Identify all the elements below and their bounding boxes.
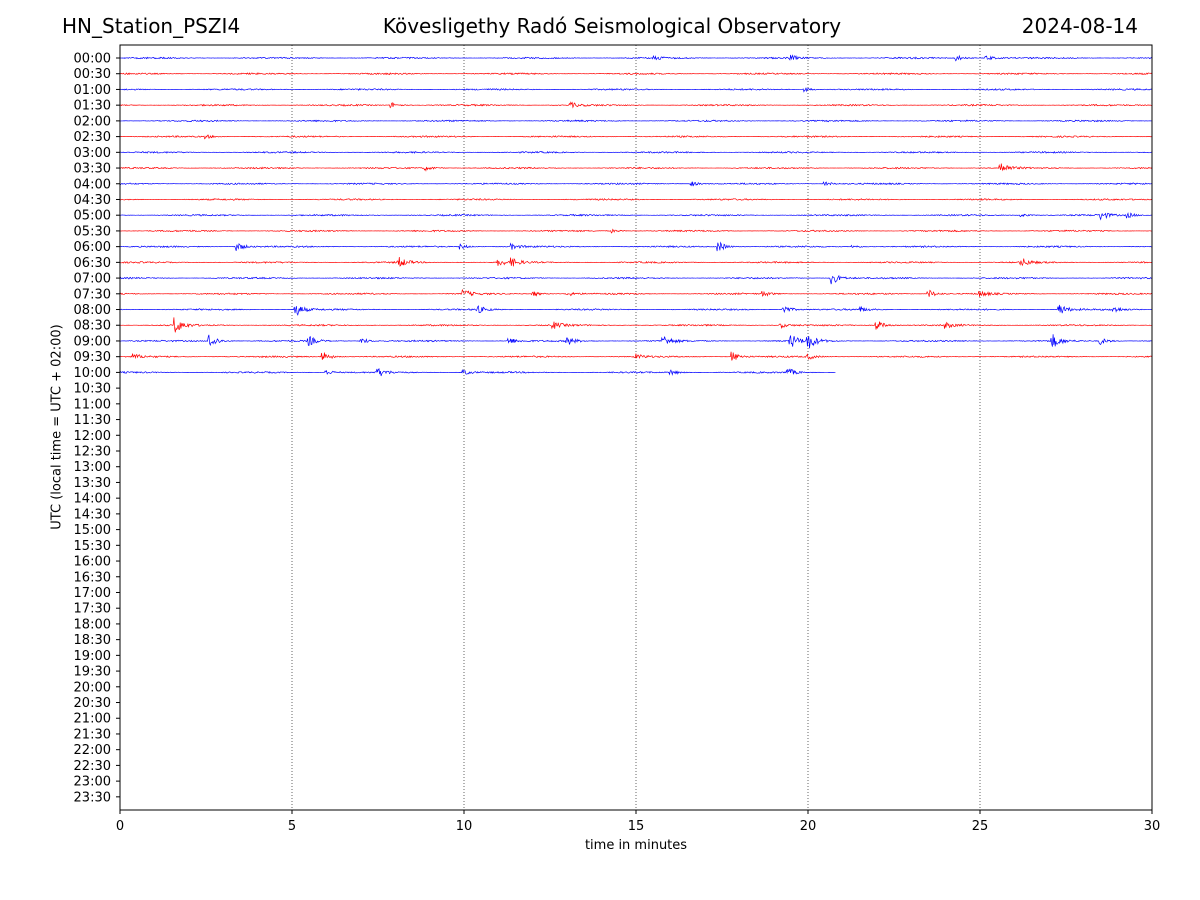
- y-tick-label: 03:00: [74, 146, 111, 161]
- y-tick-label: 00:00: [74, 52, 111, 67]
- x-tick-label: 10: [456, 819, 473, 834]
- y-tick-label: 20:30: [74, 696, 111, 711]
- x-tick-label: 15: [628, 819, 645, 834]
- y-tick-label: 05:00: [74, 209, 111, 224]
- trace-0430: [119, 197, 1153, 201]
- y-tick-label: 12:00: [74, 429, 111, 444]
- y-tick-label: 23:00: [74, 775, 111, 790]
- chart-title: Kövesligethy Radó Seismological Observat…: [382, 14, 842, 38]
- y-tick-label: 20:00: [74, 680, 111, 695]
- trace-0830: [119, 317, 1152, 333]
- trace-0300: [119, 150, 1152, 154]
- y-tick-label: 08:00: [74, 303, 111, 318]
- trace-0030: [119, 72, 1153, 76]
- y-tick-label: 19:30: [74, 665, 111, 680]
- y-tick-label: 06:00: [74, 240, 111, 255]
- y-tick-label: 22:00: [74, 743, 111, 758]
- trace-0330: [119, 163, 1153, 172]
- y-tick-label: 06:30: [74, 256, 111, 271]
- y-tick-label: 18:00: [74, 617, 111, 632]
- y-tick-label: 01:00: [74, 83, 111, 98]
- y-tick-label: 07:30: [74, 287, 111, 302]
- date-label: 2024-08-14: [1021, 14, 1138, 38]
- trace-0200: [119, 119, 1152, 123]
- y-tick-label: 13:30: [74, 476, 111, 491]
- trace-0930: [119, 351, 1153, 361]
- y-axis-label: UTC (local time = UTC + 02:00): [49, 324, 65, 530]
- y-axis: 00:0000:3001:0001:3002:0002:3003:0003:30…: [74, 52, 120, 805]
- trace-0530: [119, 228, 1152, 234]
- trace-0130: [119, 101, 1152, 109]
- grid-lines: [291, 45, 981, 810]
- y-tick-label: 21:00: [74, 712, 111, 727]
- x-tick-label: 25: [972, 819, 989, 834]
- trace-0400: [119, 181, 1152, 187]
- y-tick-label: 15:30: [74, 539, 111, 554]
- y-tick-label: 04:00: [74, 177, 111, 192]
- x-tick-label: 0: [116, 819, 124, 834]
- x-tick-label: 30: [1144, 819, 1161, 834]
- y-tick-label: 07:00: [74, 272, 111, 287]
- trace-0100: [119, 87, 1152, 93]
- y-tick-label: 11:00: [74, 397, 111, 412]
- y-tick-label: 19:00: [74, 649, 111, 664]
- trace-0900: [119, 334, 1152, 349]
- x-tick-label: 20: [800, 819, 817, 834]
- y-tick-label: 21:30: [74, 727, 111, 742]
- y-tick-label: 17:00: [74, 586, 111, 601]
- y-tick-label: 04:30: [74, 193, 111, 208]
- trace-0500: [119, 212, 1152, 221]
- y-tick-label: 10:00: [74, 366, 111, 381]
- y-tick-label: 14:00: [74, 492, 111, 507]
- y-tick-label: 16:00: [74, 555, 111, 570]
- y-tick-label: 15:00: [74, 523, 111, 538]
- trace-1000: [119, 368, 836, 377]
- y-tick-label: 02:00: [74, 114, 111, 129]
- y-tick-label: 03:30: [74, 162, 111, 177]
- y-tick-label: 18:30: [74, 633, 111, 648]
- trace-0700: [119, 274, 1152, 285]
- trace-0630: [120, 256, 1153, 267]
- y-tick-label: 16:30: [74, 570, 111, 585]
- x-tick-label: 5: [288, 819, 296, 834]
- trace-0800: [119, 304, 1152, 316]
- y-tick-label: 23:30: [74, 790, 111, 805]
- y-tick-label: 08:30: [74, 319, 111, 334]
- y-tick-label: 14:30: [74, 507, 111, 522]
- x-axis: 0 5 10 15 20 25 30: [116, 810, 1160, 834]
- y-tick-label: 00:30: [74, 67, 111, 82]
- y-tick-label: 09:30: [74, 350, 111, 365]
- y-tick-label: 12:30: [74, 445, 111, 460]
- x-axis-label: time in minutes: [584, 838, 688, 853]
- y-tick-label: 13:00: [74, 460, 111, 475]
- trace-0230: [119, 134, 1152, 140]
- seismic-traces: [119, 54, 1153, 377]
- y-tick-label: 11:30: [74, 413, 111, 428]
- y-tick-label: 10:30: [74, 382, 111, 397]
- y-tick-label: 09:00: [74, 334, 111, 349]
- y-tick-label: 17:30: [74, 602, 111, 617]
- y-tick-label: 22:30: [74, 759, 111, 774]
- y-tick-label: 05:30: [74, 224, 111, 239]
- station-name: HN_Station_PSZI4: [62, 14, 241, 38]
- y-tick-label: 01:30: [74, 99, 111, 114]
- y-tick-label: 02:30: [74, 130, 111, 145]
- trace-0730: [119, 288, 1152, 297]
- trace-0600: [119, 241, 1152, 252]
- trace-0000: [119, 54, 1153, 62]
